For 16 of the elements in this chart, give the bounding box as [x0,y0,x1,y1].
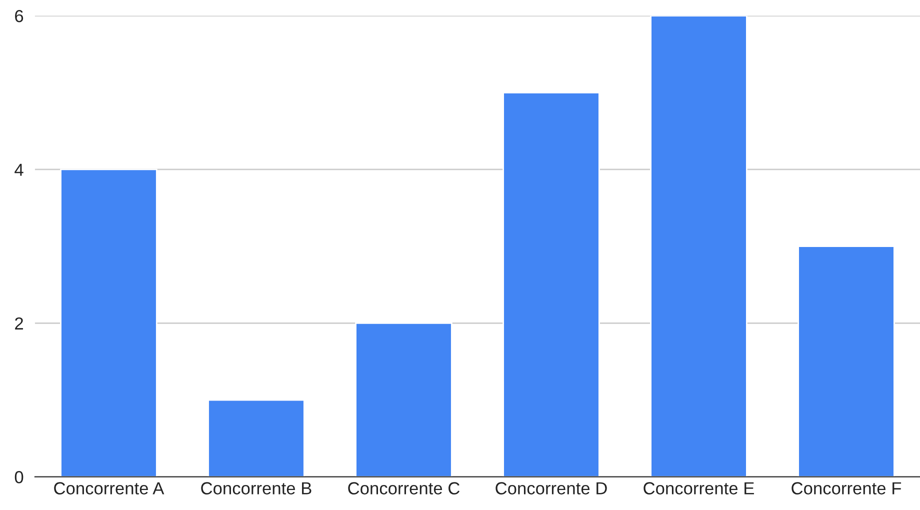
y-tick-label: 0 [14,471,24,484]
y-tick-label: 4 [14,164,24,176]
x-tick-label: Concorrente D [496,482,607,494]
bar [502,92,600,477]
y-tick-label: 6 [15,10,24,22]
x-tick-label: Concorrente F [792,482,902,494]
x-tick-label: Concorrente B [201,482,312,494]
bar [798,246,895,477]
bar [650,16,748,477]
bar [355,322,452,477]
bar [208,399,305,477]
x-tick-label: Concorrente E [644,482,754,494]
bar [60,168,158,477]
y-tick-label: 2 [15,317,23,330]
x-tick-label: Concorrente C [348,482,460,494]
x-tick-label: Concorrente A [54,482,164,494]
